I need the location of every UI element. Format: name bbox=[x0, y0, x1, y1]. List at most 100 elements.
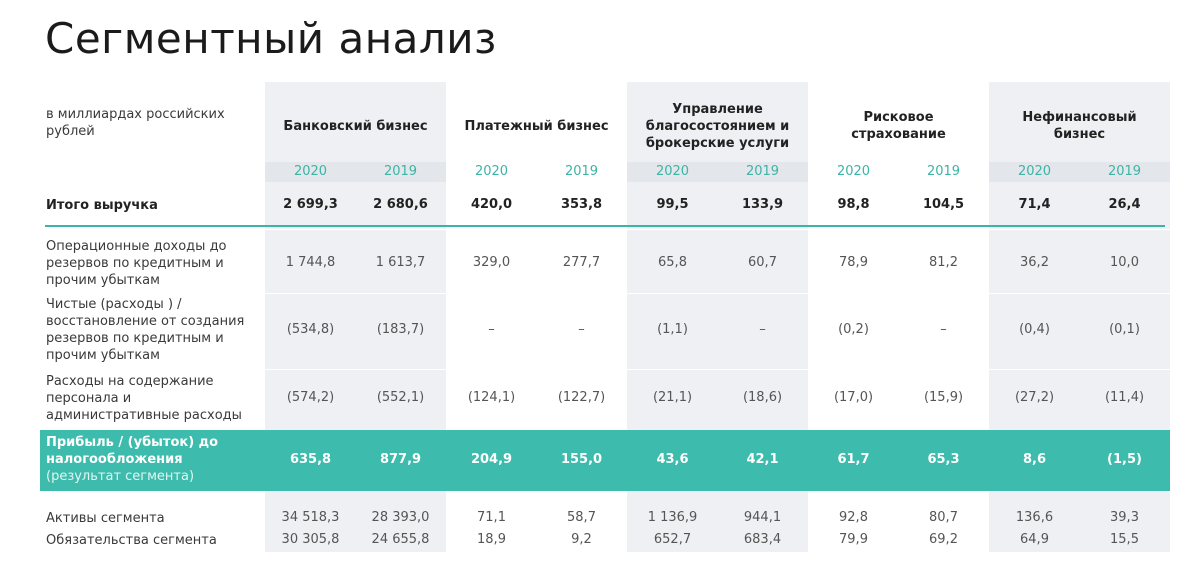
cell-value: 277,7 bbox=[562, 255, 601, 270]
row-label: Обязательства сегмента bbox=[46, 532, 217, 548]
cell-value: 36,2 bbox=[1020, 255, 1049, 270]
cell-value: (1,5) bbox=[1107, 452, 1142, 467]
cell-value: 79,9 bbox=[839, 532, 868, 547]
cell-value: 60,7 bbox=[748, 255, 777, 270]
cell-value: (0,4) bbox=[1019, 322, 1050, 337]
row-divider bbox=[45, 369, 1170, 370]
cell-value: 42,1 bbox=[746, 452, 779, 467]
cell-value: 136,6 bbox=[1015, 510, 1054, 525]
cell-value: – bbox=[940, 322, 947, 337]
year-header: 2019 bbox=[926, 164, 961, 179]
cell-value: 635,8 bbox=[289, 452, 332, 467]
cell-value: (122,7) bbox=[557, 390, 606, 405]
cell-value: 8,6 bbox=[1022, 452, 1047, 467]
cell-value: 10,0 bbox=[1110, 255, 1139, 270]
segment-header: Платежный бизнес bbox=[464, 118, 609, 134]
cell-value: 1 744,8 bbox=[285, 255, 336, 270]
cell-value: (11,4) bbox=[1104, 390, 1145, 405]
year-band bbox=[265, 162, 446, 182]
cell-value: (1,1) bbox=[657, 322, 688, 337]
year-header: 2019 bbox=[1107, 164, 1142, 179]
cell-value: 1 136,9 bbox=[647, 510, 698, 525]
cell-value: 204,9 bbox=[470, 452, 513, 467]
cell-value: 71,1 bbox=[477, 510, 506, 525]
cell-value: 99,5 bbox=[656, 197, 689, 212]
cell-value: 80,7 bbox=[929, 510, 958, 525]
cell-value: (183,7) bbox=[376, 322, 425, 337]
cell-value: 2 699,3 bbox=[283, 197, 338, 212]
cell-value: – bbox=[759, 322, 766, 337]
cell-value: (21,1) bbox=[652, 390, 693, 405]
segment-header: Рисковое страхование bbox=[851, 110, 946, 142]
year-header: 2019 bbox=[745, 164, 780, 179]
cell-value: 30 305,8 bbox=[281, 532, 340, 547]
page-title: Сегментный анализ bbox=[45, 14, 497, 63]
cell-value: 39,3 bbox=[1110, 510, 1139, 525]
cell-value: (0,2) bbox=[838, 322, 869, 337]
cell-value: 944,1 bbox=[743, 510, 782, 525]
cell-value: 26,4 bbox=[1108, 197, 1141, 212]
year-band bbox=[989, 162, 1170, 182]
divider bbox=[45, 225, 1165, 227]
cell-value: 155,0 bbox=[560, 452, 603, 467]
cell-value: (17,0) bbox=[833, 390, 874, 405]
cell-value: (534,8) bbox=[286, 322, 335, 337]
cell-value: (0,1) bbox=[1109, 322, 1140, 337]
cell-value: 64,9 bbox=[1020, 532, 1049, 547]
cell-value: – bbox=[578, 322, 585, 337]
cell-value: (15,9) bbox=[923, 390, 964, 405]
cell-value: 420,0 bbox=[470, 197, 513, 212]
cell-value: 34 518,3 bbox=[281, 510, 340, 525]
cell-value: 2 680,6 bbox=[373, 197, 428, 212]
row-label: Операционные доходы до резервов по креди… bbox=[46, 238, 227, 288]
row-divider bbox=[45, 293, 1170, 294]
cell-value: 65,8 bbox=[658, 255, 687, 270]
cell-value: 24 655,8 bbox=[371, 532, 430, 547]
cell-value: 98,8 bbox=[837, 197, 870, 212]
segment-header: Банковский бизнес bbox=[283, 118, 428, 134]
segment-header: Управление благосостоянием и брокерские … bbox=[645, 101, 790, 151]
cell-value: (574,2) bbox=[286, 390, 335, 405]
cell-value: 65,3 bbox=[927, 452, 960, 467]
cell-value: 1 613,7 bbox=[375, 255, 426, 270]
year-header: 2020 bbox=[836, 164, 871, 179]
cell-value: 683,4 bbox=[743, 532, 782, 547]
year-header: 2019 bbox=[564, 164, 599, 179]
cell-value: 61,7 bbox=[837, 452, 870, 467]
cell-value: 18,9 bbox=[477, 532, 506, 547]
cell-value: 78,9 bbox=[839, 255, 868, 270]
cell-value: 9,2 bbox=[571, 532, 592, 547]
cell-value: 81,2 bbox=[929, 255, 958, 270]
cell-value: 133,9 bbox=[741, 197, 784, 212]
cell-value: (18,6) bbox=[742, 390, 783, 405]
cell-value: 92,8 bbox=[839, 510, 868, 525]
segment-header: Нефинансовый бизнес bbox=[1022, 110, 1137, 142]
cell-value: 353,8 bbox=[560, 197, 603, 212]
year-header: 2020 bbox=[474, 164, 509, 179]
cell-value: (27,2) bbox=[1014, 390, 1055, 405]
year-header: 2020 bbox=[1017, 164, 1052, 179]
row-note: (результат сегмента) bbox=[46, 469, 195, 484]
cell-value: 69,2 bbox=[929, 532, 958, 547]
year-header: 2019 bbox=[383, 164, 418, 179]
cell-value: 329,0 bbox=[472, 255, 511, 270]
row-label: Активы сегмента bbox=[46, 510, 165, 526]
row-label: Чистые (расходы ) / восстановление от со… bbox=[46, 297, 245, 363]
year-header: 2020 bbox=[655, 164, 690, 179]
cell-value: – bbox=[488, 322, 495, 337]
cell-value: 58,7 bbox=[567, 510, 596, 525]
cell-value: 28 393,0 bbox=[371, 510, 430, 525]
cell-value: 652,7 bbox=[653, 532, 692, 547]
cell-value: 43,6 bbox=[656, 452, 689, 467]
cell-value: 71,4 bbox=[1018, 197, 1051, 212]
year-band bbox=[627, 162, 808, 182]
unit-label: в миллиардах российских рублей bbox=[46, 107, 225, 139]
year-header: 2020 bbox=[293, 164, 328, 179]
cell-value: (552,1) bbox=[376, 390, 425, 405]
cell-value: 15,5 bbox=[1110, 532, 1139, 547]
row-label: Итого выручка bbox=[46, 197, 158, 213]
cell-value: 104,5 bbox=[922, 197, 965, 212]
row-label: Прибыль / (убыток) до налогообложения bbox=[46, 435, 219, 467]
row-divider bbox=[45, 229, 1170, 230]
